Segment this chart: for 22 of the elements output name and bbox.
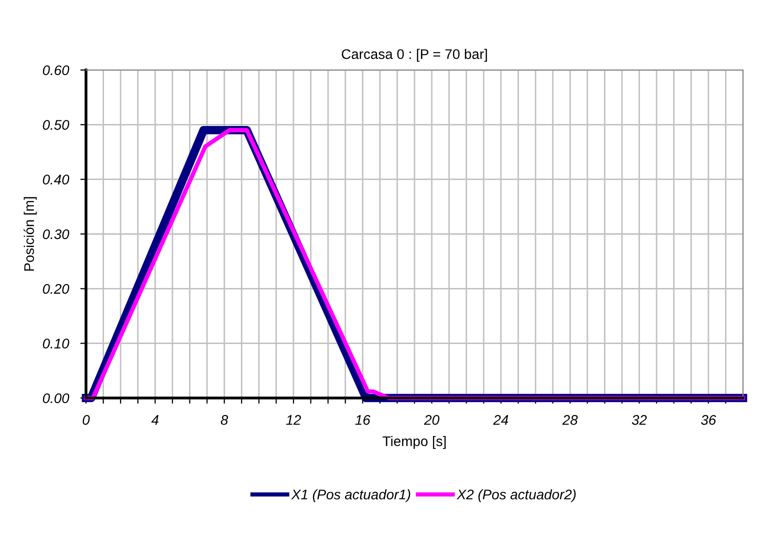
y-tick-label: 0.60 — [42, 65, 70, 76]
x-tick-label: 28 — [562, 415, 578, 425]
y-tick-label: 0.40 — [42, 174, 70, 185]
x-tick-label: 16 — [355, 415, 370, 425]
y-tick-label: 0.50 — [42, 120, 70, 130]
y-tick-label: 0.20 — [42, 284, 70, 294]
x-tick-label: 0 — [82, 415, 90, 425]
x-tick-label: 12 — [286, 415, 301, 425]
legend-label: X1 (Pos actuador1) — [291, 489, 410, 502]
x-tick-label: 32 — [632, 415, 647, 425]
y-tick-label: 0.10 — [42, 338, 70, 349]
x-tick-label: 20 — [424, 415, 440, 425]
chart-title: Carcasa 0 : [P = 70 bar] — [342, 48, 487, 62]
y-tick-label: 0.00 — [42, 393, 70, 404]
y-axis-title: Posición [m] — [24, 197, 37, 271]
y-tick-label: 0.30 — [42, 229, 70, 240]
x-tick-label: 4 — [151, 415, 158, 425]
x-tick-label: 24 — [493, 415, 508, 425]
legend-label: X2 (Pos actuador2) — [456, 489, 576, 502]
x-axis-title: Tiempo [s] — [382, 436, 446, 449]
x-tick-label: 8 — [220, 415, 228, 425]
x-tick-label: 36 — [701, 415, 716, 425]
